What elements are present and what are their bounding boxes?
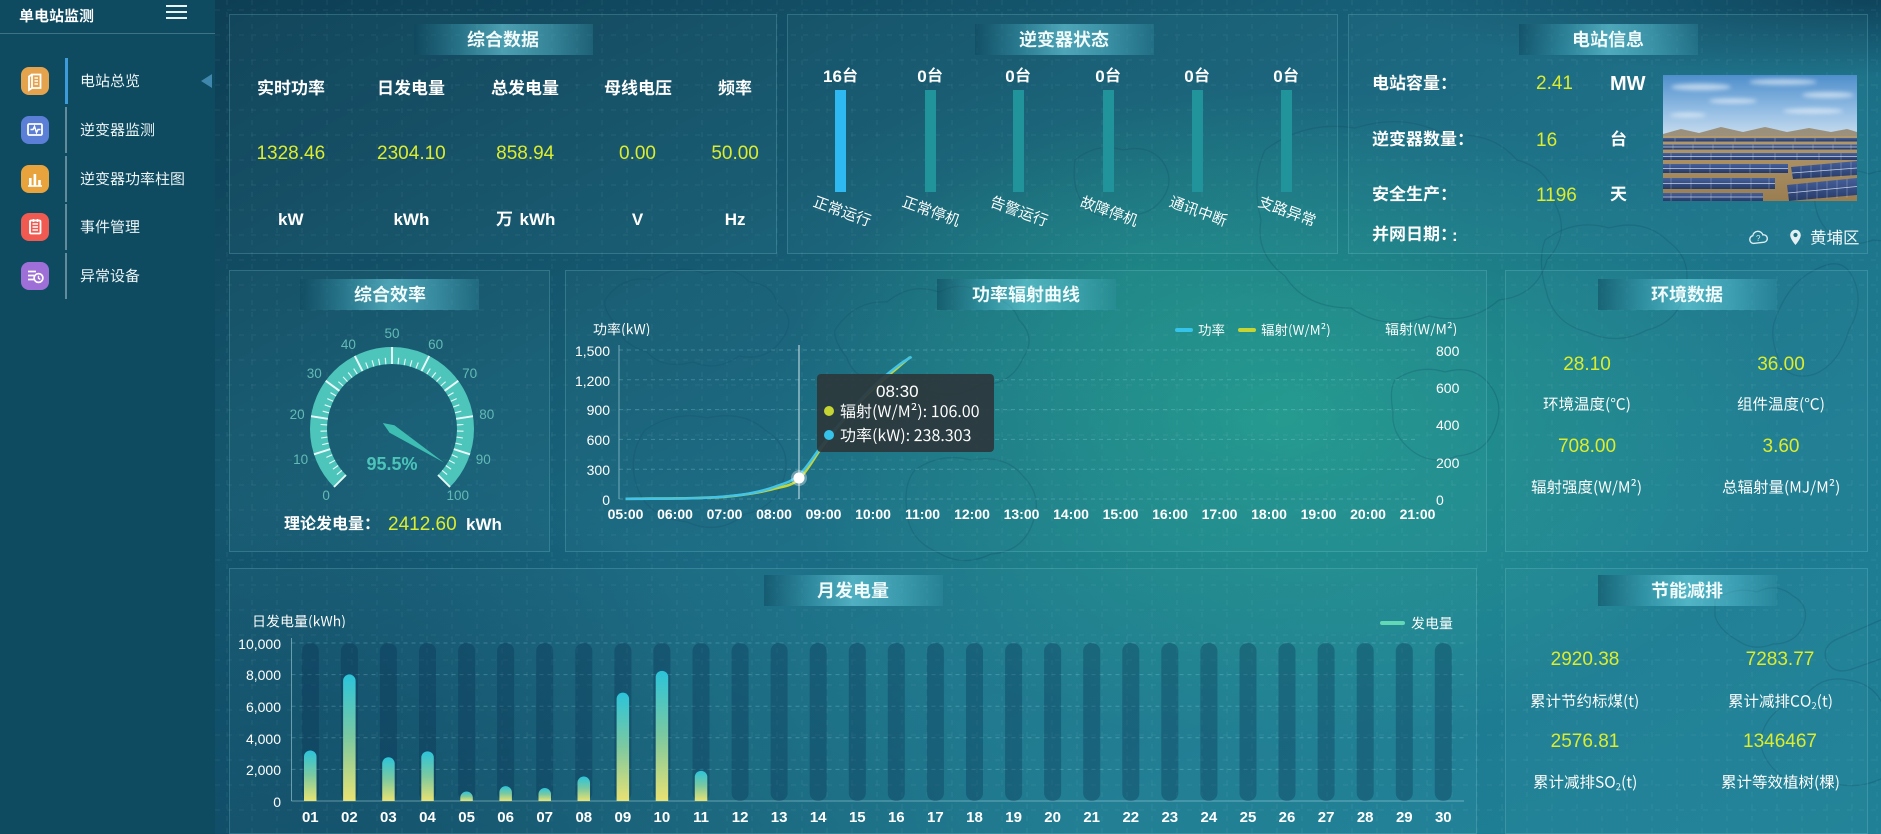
svg-text:?: ? xyxy=(1756,234,1761,243)
